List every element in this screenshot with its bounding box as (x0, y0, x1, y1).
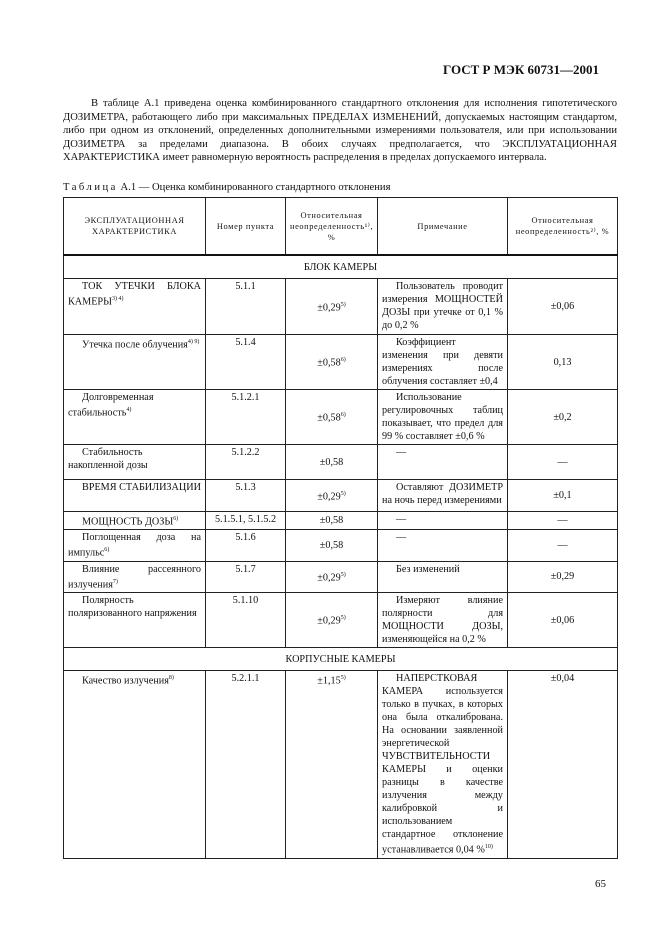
footnote-ref: 6) (104, 547, 110, 554)
characteristic-cell: ТОК УТЕЧКИ БЛОКА КАМЕРЫ3) 4) (63, 278, 206, 335)
footnote-ref: 5) (340, 615, 346, 622)
table-caption: Таблица А.1 — Оценка комбинированного ст… (63, 182, 391, 193)
note-cell: Без изменений (377, 560, 508, 594)
footnote-ref: 7) (112, 578, 118, 585)
clause-cell: 5.1.1 (205, 278, 286, 335)
characteristic-cell: Долговременная стабильность4) (63, 389, 206, 445)
uncertainty-2-cell: — (507, 510, 618, 531)
table-row: ВРЕМЯ СТАБИЛИЗАЦИИ 5.1.3 ±0,295) Оставляют … (63, 479, 618, 512)
footnote-ref: 4) 9) (187, 339, 200, 345)
header-uncertainty-2: Относительная неопределенность²⁾, % (507, 197, 618, 256)
clause-cell: 5.2.1.1 (205, 670, 286, 859)
footnote-ref: 3) 4) (111, 296, 124, 302)
uncertainty-1-cell: ±0,586) (285, 389, 378, 445)
footnote-ref: 5) (340, 301, 346, 308)
uncertainty-2-cell: ±0,06 (507, 278, 618, 335)
table-row: ТОК УТЕЧКИ БЛОКА КАМЕРЫ3) 4) 5.1.1 ±0,295)… (63, 278, 618, 335)
footnote-ref: 5) (340, 572, 346, 579)
table-header-row: ЭКСПЛУАТАЦИОННАЯ ХАРАКТЕРИСТИКА Номер пу… (63, 197, 618, 256)
note-cell: НАПЕРСТКОВАЯ КАМЕРА используется только … (377, 670, 508, 859)
section-title: БЛОК КАМЕРЫ (63, 254, 618, 279)
clause-cell: 5.1.7 (205, 560, 286, 594)
note-cell: Коэффициент изменения при девяти измерен… (377, 334, 508, 390)
uncertainty-2-cell: ±0,2 (507, 389, 618, 445)
standard-header: ГОСТ Р МЭК 60731—2001 (443, 62, 599, 77)
clause-cell: 5.1.6 (205, 529, 286, 562)
footnote-ref: 5) (340, 490, 346, 497)
clause-cell: 5.1.3 (205, 479, 286, 512)
header-uncertainty-1: Относительная неопределенность¹⁾, % (285, 197, 378, 256)
uncertainty-1-cell: ±0,295) (285, 278, 378, 335)
uncertainty-1-cell: ±0,295) (285, 479, 378, 512)
header-note: Примечание (377, 197, 508, 256)
note-cell: — (377, 510, 508, 531)
uncertainty-1-cell: ±0,295) (285, 592, 378, 649)
uncertainty-2-cell: ±0,04 (507, 670, 618, 859)
characteristic-cell: ВРЕМЯ СТАБИЛИЗАЦИИ (63, 479, 206, 512)
note-cell: Измеряют влияние полярности для МОЩНОСТИ… (377, 592, 508, 649)
uncertainty-2-cell: — (507, 529, 618, 562)
note-cell: Оставляют ДОЗИМЕТР на ночь перед измерен… (377, 479, 508, 512)
uncertainty-2-cell: ±0,1 (507, 479, 618, 512)
note-cell: Использование регулировочных таблиц пока… (377, 389, 508, 445)
footnote-ref: 5) (340, 675, 346, 682)
uncertainty-2-cell: — (507, 444, 618, 480)
section-row: КОРПУСНЫЕ КАМЕРЫ (63, 647, 618, 672)
note-cell: — (377, 444, 508, 480)
uncertainty-1-cell: ±0,58 (285, 529, 378, 562)
uncertainty-1-cell: ±0,58 (285, 444, 378, 480)
table-row: Стабильность накопленной дозы 5.1.2.2 ±0,5… (63, 444, 618, 480)
characteristic-cell: Влияние рассеянного излучения7) (63, 560, 206, 594)
characteristic-cell: Качество излучения8) (63, 670, 206, 859)
table-row: Качество излучения8) 5.2.1.1 ±1,155) НАПЕРС… (63, 670, 618, 859)
page-number: 65 (595, 878, 606, 890)
uncertainty-table: ЭКСПЛУАТАЦИОННАЯ ХАРАКТЕРИСТИКА Номер пу… (63, 197, 618, 859)
footnote-ref: 6) (340, 412, 346, 419)
intro-paragraph: В таблице А.1 приведена оценка комбиниро… (63, 98, 617, 164)
clause-cell: 5.1.5.1, 5.1.5.2 (205, 510, 286, 531)
footnote-ref: 6) (173, 516, 179, 522)
uncertainty-2-cell: ±0,29 (507, 560, 618, 594)
clause-cell: 5.1.2.1 (205, 389, 286, 445)
uncertainty-1-cell: ±0,586) (285, 334, 378, 390)
footnote-ref: 10) (484, 844, 493, 851)
footnote-ref: 6) (340, 357, 346, 364)
note-cell: Пользователь проводит измерения МОЩНОСТЕ… (377, 278, 508, 335)
characteristic-cell: Поглощенная доза на импульс6) (63, 529, 206, 562)
table-row: Влияние рассеянного излучения7) 5.1.7 ±0,2… (63, 560, 618, 594)
uncertainty-1-cell: ±1,155) (285, 670, 378, 859)
table-row: Полярность поляризованного напряжения 5.1… (63, 592, 618, 649)
note-cell: — (377, 529, 508, 562)
characteristic-cell: МОЩНОСТЬ ДОЗЫ6) (63, 510, 206, 531)
section-title: КОРПУСНЫЕ КАМЕРЫ (63, 647, 618, 672)
section-row: БЛОК КАМЕРЫ (63, 254, 618, 279)
uncertainty-2-cell: 0,13 (507, 334, 618, 390)
clause-cell: 5.1.4 (205, 334, 286, 390)
characteristic-cell: Стабильность накопленной дозы (63, 444, 206, 480)
clause-cell: 5.1.2.2 (205, 444, 286, 480)
uncertainty-1-cell: ±0,58 (285, 510, 378, 531)
header-clause: Номер пункта (205, 197, 286, 256)
uncertainty-2-cell: ±0,06 (507, 592, 618, 649)
uncertainty-1-cell: ±0,295) (285, 560, 378, 594)
footnote-ref: 4) (126, 407, 132, 413)
characteristic-cell: Полярность поляризованного напряжения (63, 592, 206, 649)
footnote-ref: 8) (168, 675, 174, 682)
header-characteristic: ЭКСПЛУАТАЦИОННАЯ ХАРАКТЕРИСТИКА (63, 197, 206, 256)
table-row: Утечка после облучения4) 9) 5.1.4 ±0,586) К… (63, 334, 618, 390)
table-row: Долговременная стабильность4) 5.1.2.1 ±0,5… (63, 389, 618, 445)
table-row: Поглощенная доза на импульс6) 5.1.6 ±0,58—… (63, 529, 618, 562)
clause-cell: 5.1.10 (205, 592, 286, 649)
characteristic-cell: Утечка после облучения4) 9) (63, 334, 206, 390)
table-row: МОЩНОСТЬ ДОЗЫ6) 5.1.5.1, 5.1.5.2 ±0,58— — (63, 510, 618, 531)
